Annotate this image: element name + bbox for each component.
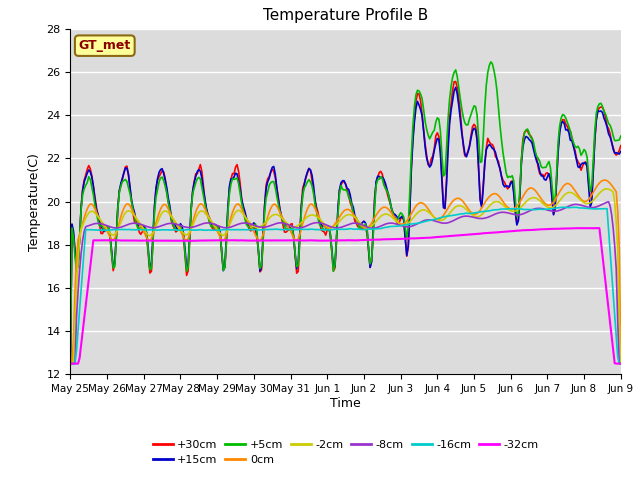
Line: 0cm: 0cm bbox=[70, 180, 621, 364]
0cm bbox=[67, 361, 74, 367]
Text: GT_met: GT_met bbox=[79, 39, 131, 52]
-16cm bbox=[550, 206, 557, 212]
-16cm bbox=[617, 361, 625, 367]
X-axis label: Time: Time bbox=[330, 397, 361, 410]
-2cm bbox=[82, 216, 90, 221]
-32cm bbox=[398, 236, 406, 241]
+30cm bbox=[452, 79, 460, 84]
+5cm bbox=[617, 133, 625, 139]
-2cm bbox=[169, 216, 177, 222]
-8cm bbox=[380, 222, 388, 228]
0cm bbox=[411, 205, 419, 211]
-16cm bbox=[380, 225, 388, 230]
+15cm bbox=[82, 175, 90, 180]
+15cm bbox=[411, 119, 419, 125]
-2cm bbox=[550, 204, 557, 210]
-32cm bbox=[550, 226, 557, 232]
-16cm bbox=[82, 227, 90, 233]
0cm bbox=[380, 204, 388, 210]
0cm bbox=[550, 199, 557, 205]
+30cm bbox=[67, 361, 74, 367]
-8cm bbox=[398, 223, 406, 229]
-2cm bbox=[67, 361, 74, 367]
-16cm bbox=[398, 223, 406, 228]
+5cm bbox=[551, 199, 559, 204]
Line: +15cm: +15cm bbox=[70, 87, 621, 364]
-2cm bbox=[617, 361, 625, 367]
+5cm bbox=[82, 182, 90, 188]
-16cm bbox=[573, 204, 580, 210]
-32cm bbox=[82, 303, 90, 309]
Title: Temperature Profile B: Temperature Profile B bbox=[263, 9, 428, 24]
+5cm bbox=[67, 361, 74, 367]
+30cm bbox=[380, 179, 388, 184]
-32cm bbox=[67, 361, 74, 367]
+15cm bbox=[380, 176, 388, 182]
+30cm bbox=[82, 172, 90, 178]
-16cm bbox=[67, 361, 74, 367]
-16cm bbox=[411, 221, 419, 227]
-8cm bbox=[82, 224, 90, 229]
+5cm bbox=[169, 222, 177, 228]
+30cm bbox=[617, 143, 625, 148]
-2cm bbox=[603, 186, 611, 192]
-2cm bbox=[411, 214, 419, 219]
-8cm bbox=[550, 208, 557, 214]
-16cm bbox=[169, 227, 177, 233]
+30cm bbox=[169, 222, 177, 228]
+15cm bbox=[617, 148, 625, 154]
Line: -8cm: -8cm bbox=[70, 202, 621, 364]
0cm bbox=[617, 357, 625, 362]
+30cm bbox=[398, 214, 406, 220]
-8cm bbox=[617, 361, 625, 367]
-32cm bbox=[169, 238, 177, 244]
-2cm bbox=[398, 222, 406, 228]
0cm bbox=[82, 210, 90, 216]
-32cm bbox=[380, 237, 388, 242]
+15cm bbox=[551, 204, 559, 210]
-32cm bbox=[617, 361, 625, 367]
+15cm bbox=[398, 213, 406, 219]
+15cm bbox=[67, 361, 74, 367]
Line: +30cm: +30cm bbox=[70, 82, 621, 364]
-2cm bbox=[380, 212, 388, 217]
Line: -32cm: -32cm bbox=[70, 228, 621, 364]
+15cm bbox=[452, 84, 460, 90]
+5cm bbox=[398, 211, 406, 217]
-32cm bbox=[593, 225, 600, 231]
Legend: +30cm, +15cm, +5cm, 0cm, -2cm, -8cm, -16cm, -32cm: +30cm, +15cm, +5cm, 0cm, -2cm, -8cm, -16… bbox=[148, 435, 543, 470]
+5cm bbox=[380, 182, 388, 188]
+30cm bbox=[411, 115, 419, 121]
+15cm bbox=[169, 221, 177, 227]
Line: -2cm: -2cm bbox=[70, 189, 621, 364]
0cm bbox=[600, 177, 608, 183]
Y-axis label: Temperature(C): Temperature(C) bbox=[28, 153, 41, 251]
0cm bbox=[398, 221, 406, 227]
-8cm bbox=[67, 361, 74, 367]
+30cm bbox=[551, 207, 559, 213]
-32cm bbox=[411, 236, 419, 241]
-8cm bbox=[169, 221, 177, 227]
+5cm bbox=[411, 104, 419, 109]
Line: -16cm: -16cm bbox=[70, 207, 621, 364]
-8cm bbox=[411, 222, 419, 228]
-8cm bbox=[605, 199, 612, 204]
+5cm bbox=[487, 59, 495, 65]
Line: +5cm: +5cm bbox=[70, 62, 621, 364]
0cm bbox=[169, 216, 177, 221]
